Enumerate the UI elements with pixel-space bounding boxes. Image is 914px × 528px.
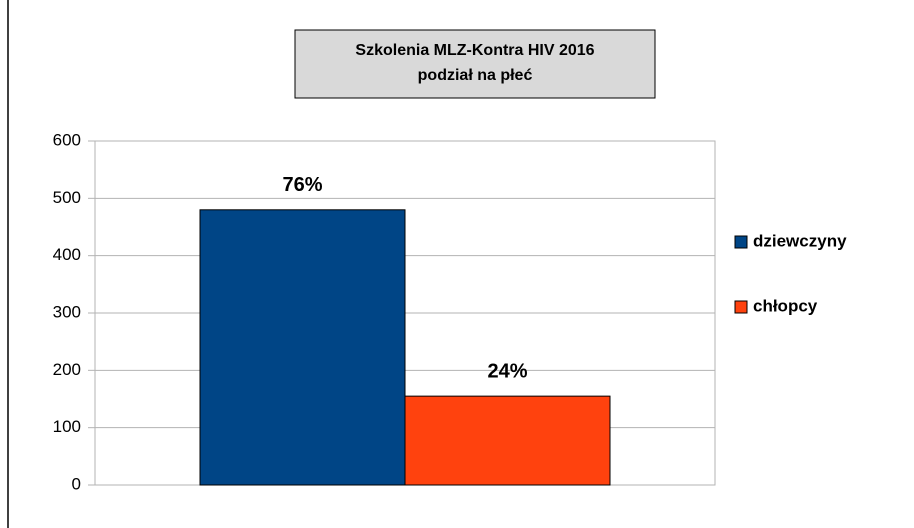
legend-swatch <box>734 235 748 249</box>
bar <box>404 395 611 486</box>
bar <box>199 209 406 486</box>
chart-subtitle: podział na płeć <box>418 67 533 84</box>
legend-label: dziewczyny <box>753 231 847 250</box>
y-tick-label: 500 <box>53 188 81 207</box>
chart-title: Szkolenia MLZ-Kontra HIV 2016 <box>355 42 594 59</box>
data-label: 76% <box>282 174 322 196</box>
data-label: 24% <box>487 360 527 382</box>
title-box <box>294 29 656 99</box>
legend-label: chłopcy <box>753 296 818 315</box>
y-tick-label: 400 <box>53 245 81 264</box>
legend-swatch <box>734 300 748 314</box>
y-tick-label: 0 <box>72 474 81 493</box>
y-tick-label: 300 <box>53 302 81 321</box>
y-tick-label: 100 <box>53 417 81 436</box>
y-tick-label: 200 <box>53 360 81 379</box>
y-tick-label: 600 <box>53 130 81 149</box>
